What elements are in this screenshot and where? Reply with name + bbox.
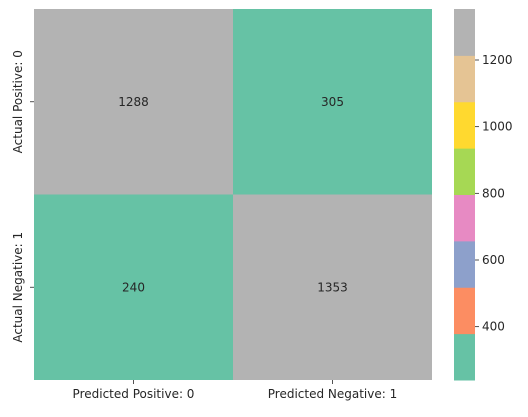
x-tick-label: Predicted Negative: 1	[268, 387, 398, 401]
colorbar-segment	[454, 333, 475, 381]
colorbar-segment	[454, 287, 475, 335]
colorbar-segment	[454, 148, 475, 195]
colorbar: 400 600 800 1000 1200	[454, 9, 513, 381]
y-tick-label: Actual Negative: 1	[11, 232, 25, 343]
heatmap-cell-labels: 1288 305 240 1353	[118, 95, 348, 295]
heatmap-cell-r1-c0	[34, 194, 233, 380]
y-axis: Actual Positive: 0 Actual Negative: 1	[11, 50, 34, 343]
x-tick-label: Predicted Positive: 0	[73, 387, 195, 401]
cell-value-r1-c0: 240	[122, 280, 145, 294]
y-tick-label: Actual Positive: 0	[11, 50, 25, 153]
colorbar-tick-label: 1200	[482, 53, 513, 67]
heatmap-cell-r1-c1	[233, 194, 432, 380]
colorbar-segment	[454, 9, 475, 56]
colorbar-segment	[454, 194, 475, 242]
heatmap-cell-r0-c0	[34, 9, 233, 195]
heatmap-cell-r0-c1	[233, 9, 432, 195]
heatmap-cells	[34, 9, 432, 380]
cell-value-r0-c1: 305	[321, 95, 344, 109]
cell-value-r1-c1: 1353	[317, 280, 348, 294]
colorbar-segment	[454, 101, 475, 149]
x-axis: Predicted Positive: 0 Predicted Negative:…	[73, 380, 398, 401]
cell-value-r0-c0: 1288	[118, 95, 149, 109]
colorbar-segment	[454, 240, 475, 288]
colorbar-tick-label: 400	[482, 320, 505, 334]
colorbar-tick-label: 1000	[482, 120, 513, 134]
colorbar-tick-label: 800	[482, 186, 505, 200]
colorbar-tick-label: 600	[482, 253, 505, 267]
colorbar-segment	[454, 55, 475, 103]
